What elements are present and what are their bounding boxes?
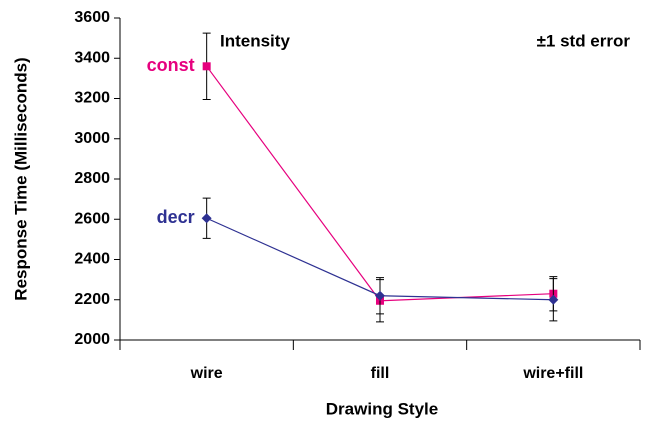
y-axis-title: Response Time (Milliseconds)	[11, 57, 30, 300]
y-tick-label: 3400	[74, 49, 110, 66]
y-tick-label: 2200	[74, 291, 110, 308]
x-tick-label: wire	[190, 365, 223, 382]
y-tick-label: 3000	[74, 130, 110, 147]
marker	[201, 213, 212, 224]
annotation: Intensity	[220, 31, 290, 50]
annotation: ±1 std error	[537, 31, 631, 50]
series-label: decr	[157, 207, 195, 227]
y-tick-label: 2400	[74, 251, 110, 268]
x-tick-label: wire+fill	[522, 365, 583, 382]
marker	[375, 290, 385, 301]
y-tick-label: 2800	[74, 170, 110, 187]
y-tick-label: 2000	[74, 331, 110, 348]
series-label: const	[147, 55, 195, 75]
marker	[548, 294, 559, 305]
x-axis-title: Drawing Style	[326, 399, 438, 418]
marker	[202, 62, 211, 71]
y-tick-label: 3600	[74, 9, 110, 26]
x-tick-label: fill	[371, 365, 390, 382]
series-line	[206, 65, 554, 302]
y-tick-label: 2600	[74, 210, 110, 227]
y-tick-label: 3200	[74, 90, 110, 107]
